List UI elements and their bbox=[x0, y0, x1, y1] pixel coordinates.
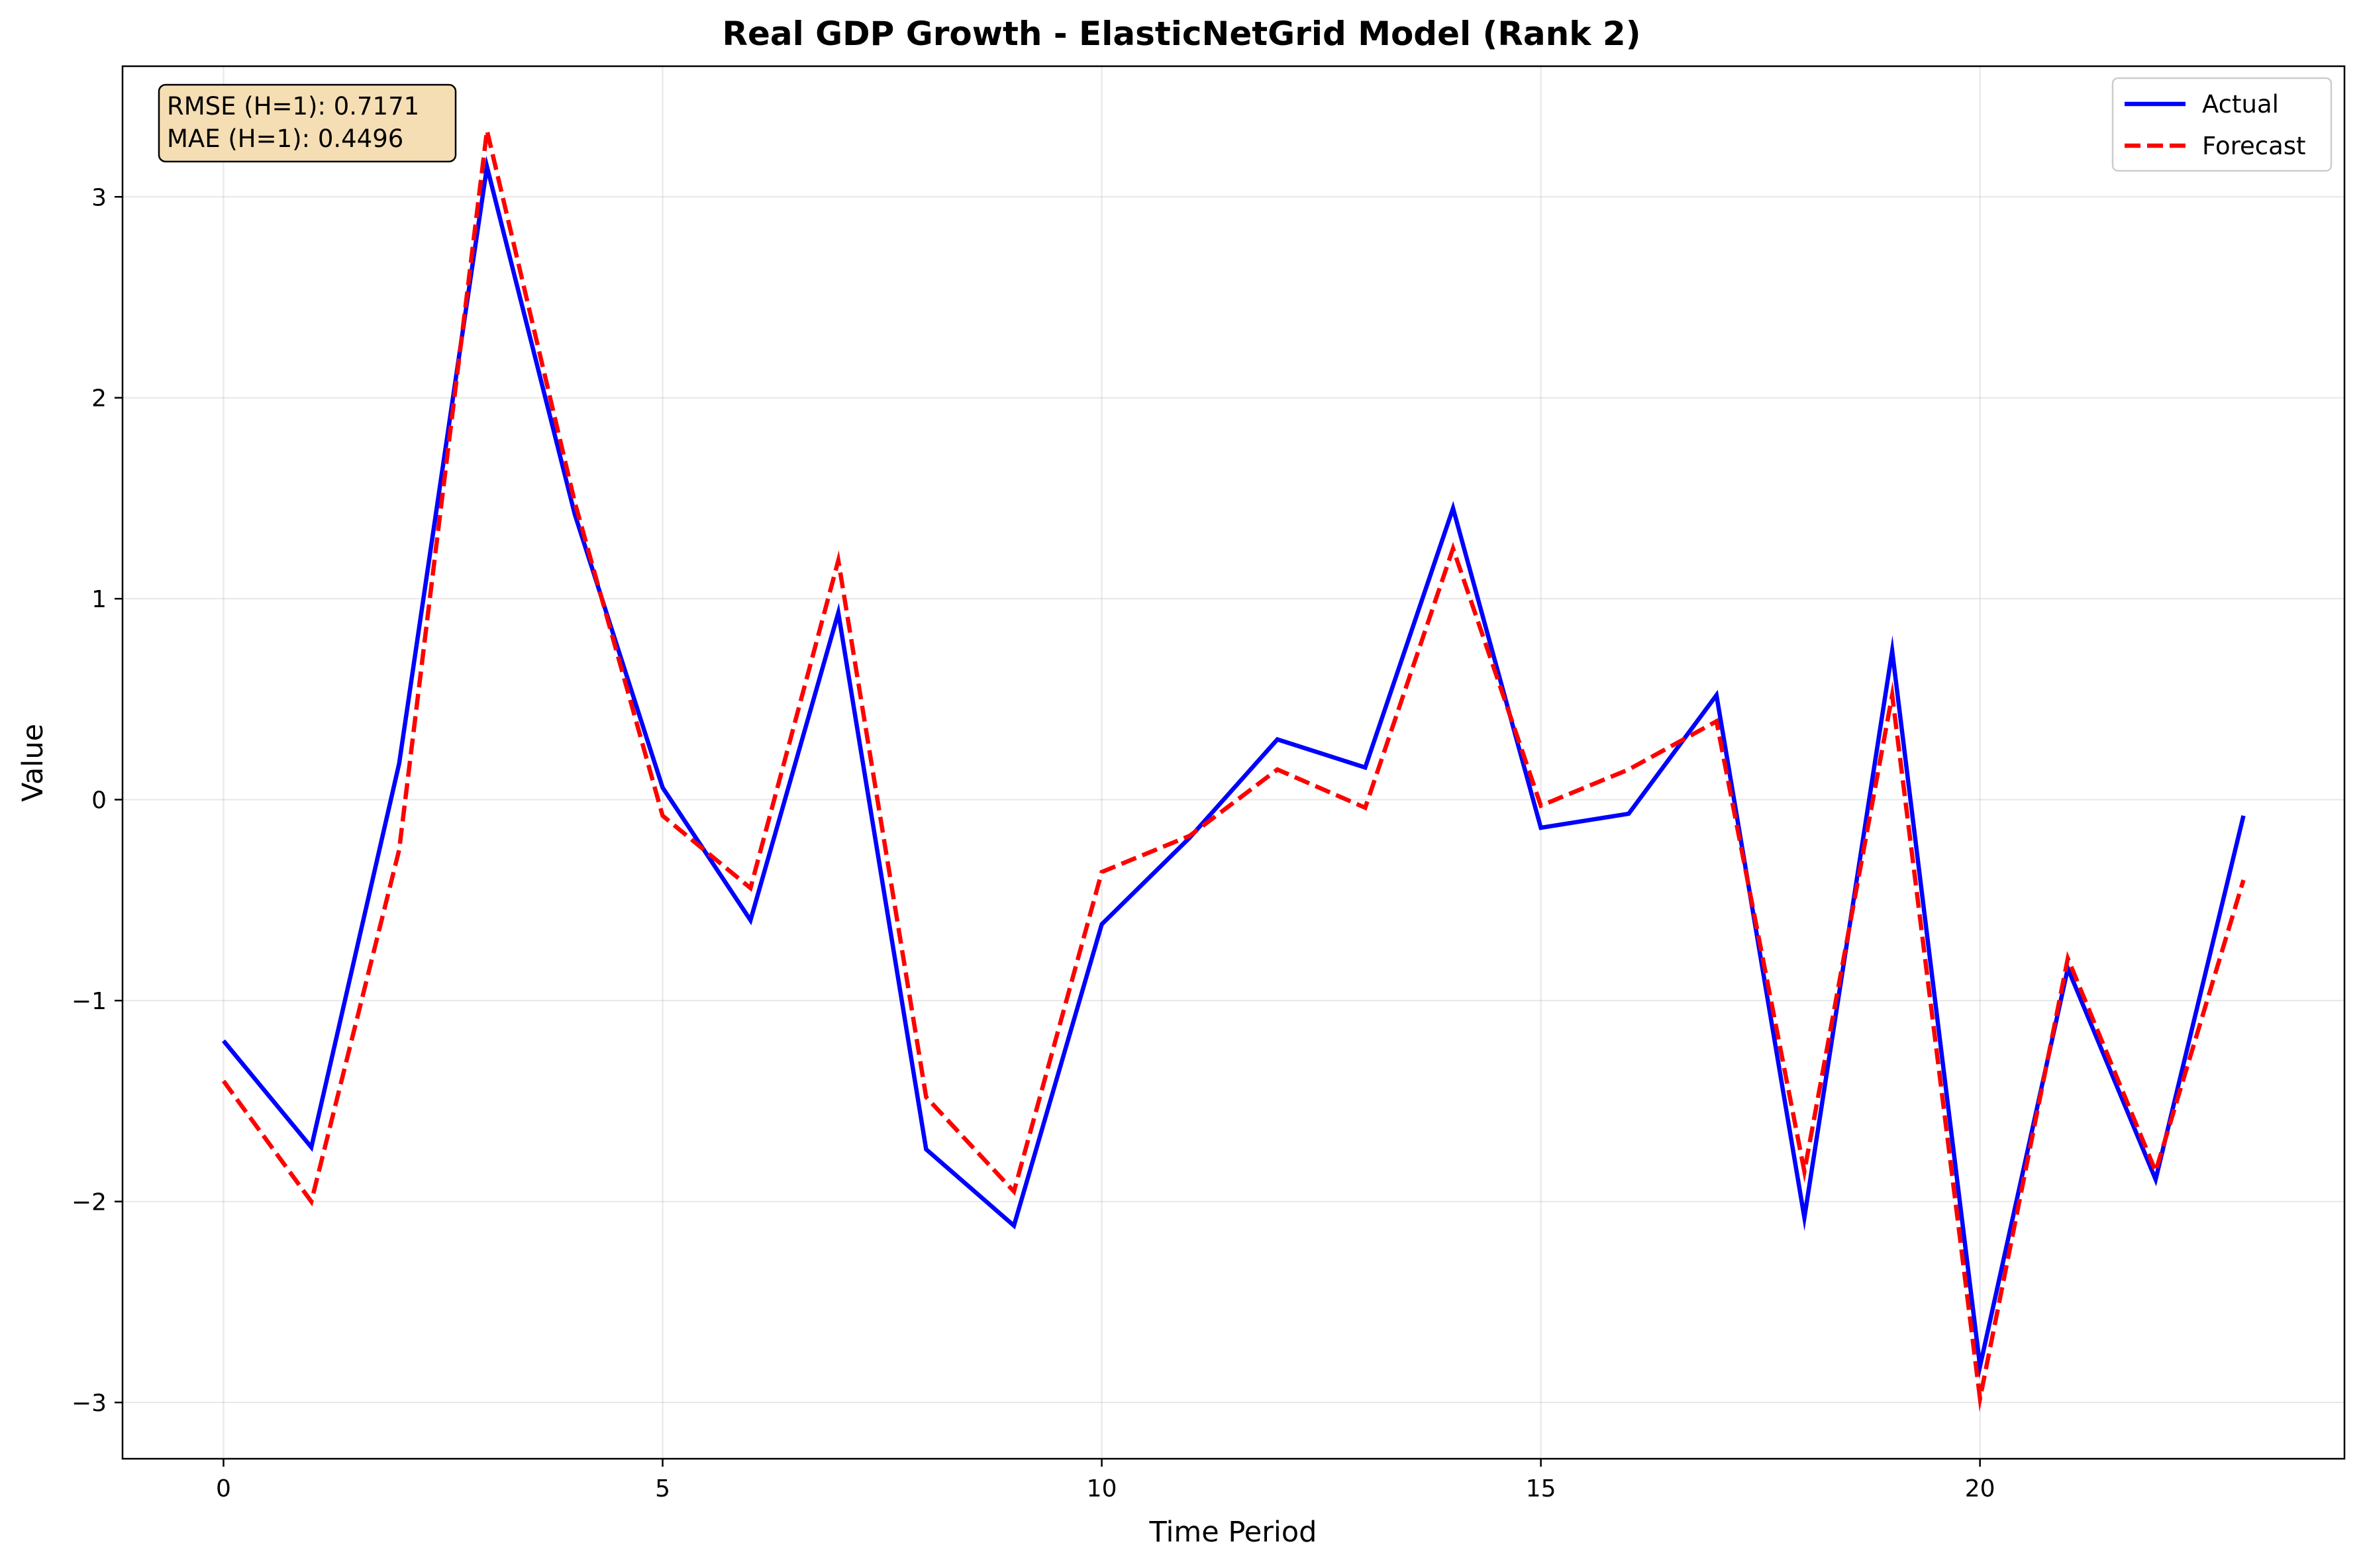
x-tick-label: 10 bbox=[1087, 1475, 1117, 1502]
x-tick-label: 15 bbox=[1526, 1475, 1556, 1502]
y-axis-label: Value bbox=[17, 724, 50, 802]
y-tick-label: −1 bbox=[72, 988, 107, 1015]
chart-title: Real GDP Growth - ElasticNetGrid Model (… bbox=[722, 15, 1640, 53]
legend-label-forecast: Forecast bbox=[2202, 132, 2306, 160]
plot-area-frame bbox=[121, 65, 2346, 1460]
y-tick-label: 1 bbox=[91, 586, 107, 613]
series-line-forecast bbox=[221, 118, 2246, 1412]
axis-ticks: 0 5 10 15 20 −3 −2 −1 0 1 2 3 bbox=[72, 184, 1995, 1502]
y-tick-label: −3 bbox=[72, 1390, 107, 1417]
x-tick-label: 0 bbox=[216, 1475, 231, 1502]
y-tick-label: 3 bbox=[91, 184, 107, 211]
mae-text: MAE (H=1): 0.4496 bbox=[167, 124, 403, 153]
metrics-annotation: RMSE (H=1): 0.7171 MAE (H=1): 0.4496 bbox=[158, 83, 457, 163]
legend-frame bbox=[2111, 77, 2333, 172]
x-tick-label: 20 bbox=[1965, 1475, 1995, 1502]
x-axis-label: Time Period bbox=[1149, 1516, 1317, 1549]
plot-series bbox=[221, 118, 2246, 1412]
y-tick-label: 2 bbox=[91, 385, 107, 413]
y-tick-label: −2 bbox=[72, 1189, 107, 1216]
x-tick-label: 5 bbox=[655, 1475, 670, 1502]
series-line-actual bbox=[221, 156, 2246, 1379]
metrics-box-background bbox=[158, 83, 457, 163]
rmse-text: RMSE (H=1): 0.7171 bbox=[167, 92, 419, 121]
y-tick-label: 0 bbox=[91, 787, 107, 814]
legend-label-actual: Actual bbox=[2202, 90, 2279, 119]
legend: Actual Forecast bbox=[2111, 77, 2333, 172]
